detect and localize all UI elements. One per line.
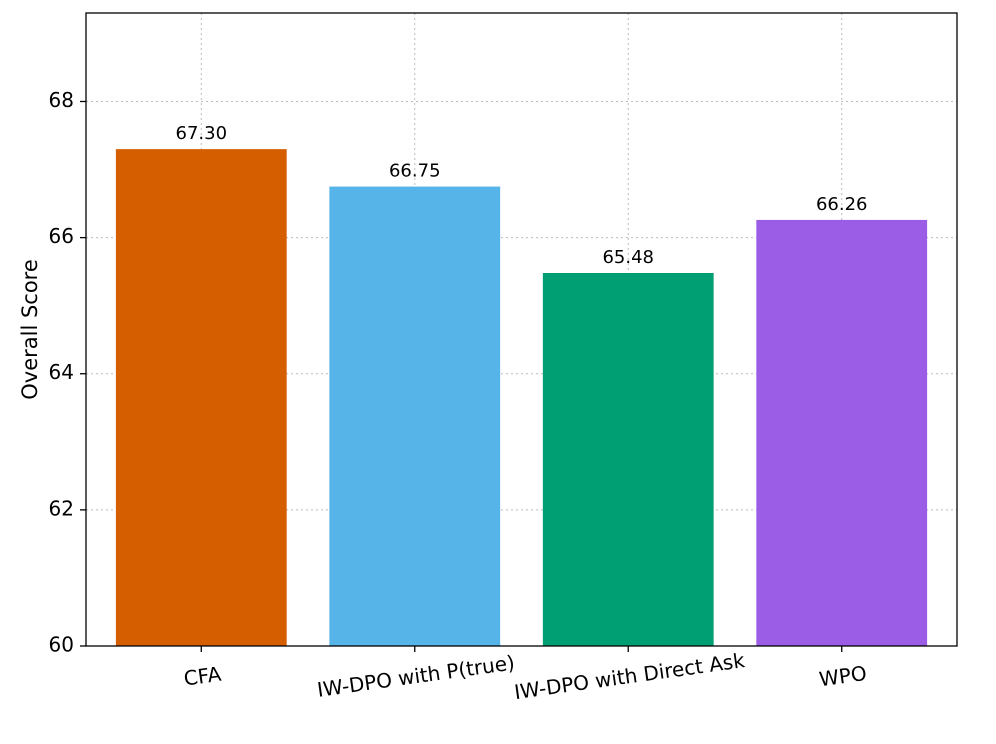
- bar-value-label: 66.26: [816, 194, 868, 215]
- plot-frame: [85, 12, 958, 647]
- x-axis-ticks: CFA IW-DPO with P(true)IW-DPO with Direct…: [182, 646, 868, 704]
- bar: [115, 149, 287, 646]
- bars: [115, 149, 928, 646]
- bar-value-label: 67.30: [176, 123, 228, 144]
- bar: [542, 273, 714, 646]
- x-tick-label: WPO: [818, 661, 868, 691]
- data-labels: 67.30 66.75 65.48 66.26: [176, 123, 868, 268]
- y-tick-label: 62: [49, 496, 74, 520]
- x-tick-label: CFA: [182, 662, 223, 691]
- x-tick-label: IW-DPO with Direct Ask: [513, 648, 747, 704]
- y-axis-ticks: 60 62 64 66 68: [49, 88, 86, 657]
- bar: [329, 186, 501, 646]
- x-tick-label: IW-DPO with P(true): [316, 650, 517, 701]
- y-tick-label: 60: [49, 633, 74, 657]
- y-tick-label: 64: [49, 360, 74, 384]
- bar-value-label: 65.48: [602, 247, 654, 268]
- y-axis-title: Overall Score: [18, 259, 42, 400]
- y-tick-label: 66: [49, 224, 74, 248]
- bar-value-label: 66.75: [389, 161, 441, 182]
- bar: [756, 219, 928, 646]
- y-tick-label: 68: [49, 88, 74, 112]
